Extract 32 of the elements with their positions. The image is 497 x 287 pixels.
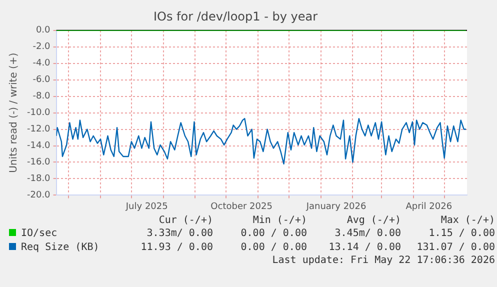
y-tick-label: -14.0 [26, 141, 51, 152]
y-tick-label: -12.0 [26, 124, 51, 135]
text: 131.07 / 0.00 [416, 241, 495, 255]
text: Max (-/+) [440, 215, 495, 227]
y-tick-label: -8.0 [32, 92, 51, 102]
x-tick-label: January 2026 [305, 202, 366, 212]
x-tick-label: April 2026 [406, 202, 452, 212]
y-tick-label: -16.0 [26, 158, 51, 168]
legend-label: IO/sec [20, 227, 58, 241]
y-tick-label: -6.0 [32, 75, 51, 86]
y-tick-label: 0.0 [36, 26, 51, 36]
y-tick-label: -2.0 [32, 42, 51, 52]
y-tick-label: -10.0 [26, 108, 51, 118]
text: 1.15 / 0.00 [428, 227, 495, 241]
text: Last update: Fri May 22 17:06:36 2026 [271, 255, 495, 267]
text: 0.00 / 0.00 [240, 227, 307, 241]
text: Avg (-/+) [346, 215, 401, 227]
y-tick-label: -18.0 [26, 174, 51, 184]
x-tick-label: October 2025 [210, 202, 272, 212]
text: Cur (-/+) [158, 215, 213, 227]
text: 3.45m/ 0.00 [334, 227, 401, 241]
chart-title: IOs for /dev/loop1 - by year [153, 9, 318, 24]
text: 3.33m/ 0.00 [146, 227, 213, 241]
text: 13.14 / 0.00 [328, 241, 401, 255]
y-tick-label: -20.0 [26, 190, 51, 201]
x-tick-label: July 2025 [124, 202, 168, 212]
y-tick-label: -4.0 [32, 58, 51, 69]
legend-label: Req Size (KB) [20, 241, 100, 255]
y-axis-title: Units read (-) / write (+) [8, 52, 20, 173]
text: Min (-/+) [252, 215, 307, 227]
text: 0.00 / 0.00 [240, 241, 307, 255]
text: 11.93 / 0.00 [140, 241, 213, 255]
